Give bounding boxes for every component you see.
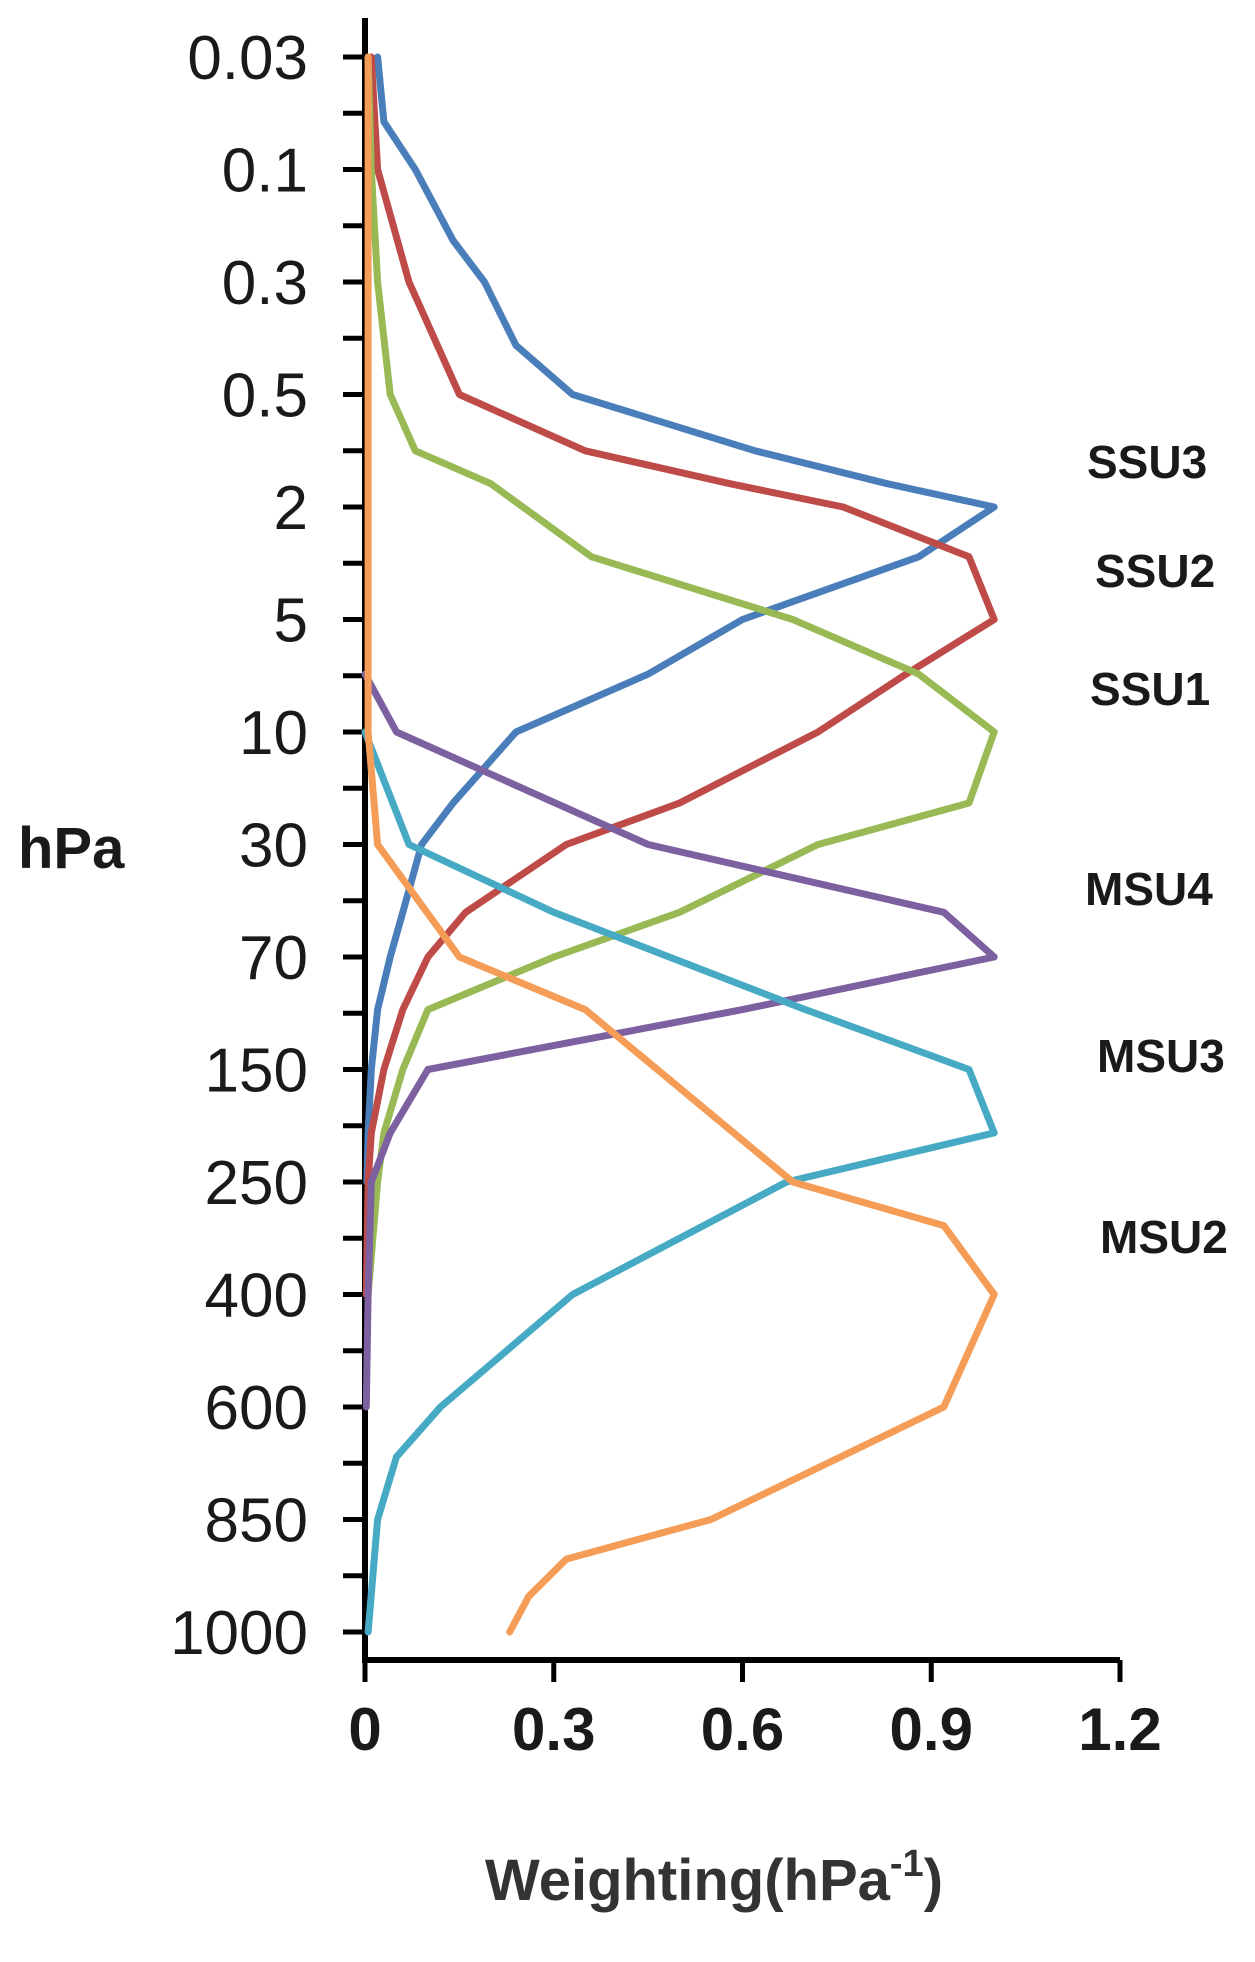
series-label-ssu3: SSU3 xyxy=(1087,436,1207,488)
series-label-msu3: MSU3 xyxy=(1097,1030,1225,1082)
x-tick-label: 0.9 xyxy=(890,1696,973,1763)
x-tick-label: 0 xyxy=(348,1696,381,1763)
series-lines xyxy=(361,53,998,1636)
series-line-msu2 xyxy=(364,53,998,1636)
x-tick-label: 0.3 xyxy=(512,1696,595,1763)
y-tick-label: 1000 xyxy=(170,1599,308,1668)
x-tick-label: 1.2 xyxy=(1078,1696,1161,1763)
series-label-ssu2: SSU2 xyxy=(1095,545,1215,597)
series-label-msu4: MSU4 xyxy=(1085,863,1213,915)
x-tick-label: 0.6 xyxy=(701,1696,784,1763)
series-label-msu2: MSU2 xyxy=(1100,1211,1228,1263)
series-line-ssu1 xyxy=(364,53,998,1298)
x-axis-title: Weighting(hPa-1) xyxy=(485,1843,943,1913)
y-tick-label: 10 xyxy=(239,699,308,768)
y-tick-label: 400 xyxy=(205,1262,308,1331)
axes: 0.03 0.1 0.3 0.5 2 5 10 30 70 150 250 400 600 850 1000… xyxy=(170,18,1162,1763)
y-axis-title: hPa xyxy=(18,816,125,881)
y-tick-label: 30 xyxy=(239,812,308,881)
series-line-msu4 xyxy=(361,670,998,1411)
y-tick-label: 0.1 xyxy=(222,137,308,206)
y-tick-label: 250 xyxy=(205,1149,308,1218)
series-label-ssu1: SSU1 xyxy=(1090,663,1210,715)
y-tick-label: 0.03 xyxy=(187,24,308,93)
axis-labels: SSU3 SSU2 SSU1 MSU4 MSU3 MSU2 hPa Weighting(hPa… xyxy=(18,436,1228,1913)
y-tick-label: 70 xyxy=(239,924,308,993)
series-line-ssu2 xyxy=(362,53,998,1298)
y-tick-label: 600 xyxy=(205,1374,308,1443)
series-line-ssu3 xyxy=(363,53,998,1186)
y-tick-label: 2 xyxy=(274,474,308,543)
y-tick-label: 850 xyxy=(205,1487,308,1556)
series-line-msu3 xyxy=(361,728,998,1636)
y-tick-label: 0.3 xyxy=(222,249,308,318)
y-tick-label: 150 xyxy=(205,1037,308,1106)
y-tick-label: 5 xyxy=(274,587,308,656)
y-tick-label: 0.5 xyxy=(222,362,308,431)
